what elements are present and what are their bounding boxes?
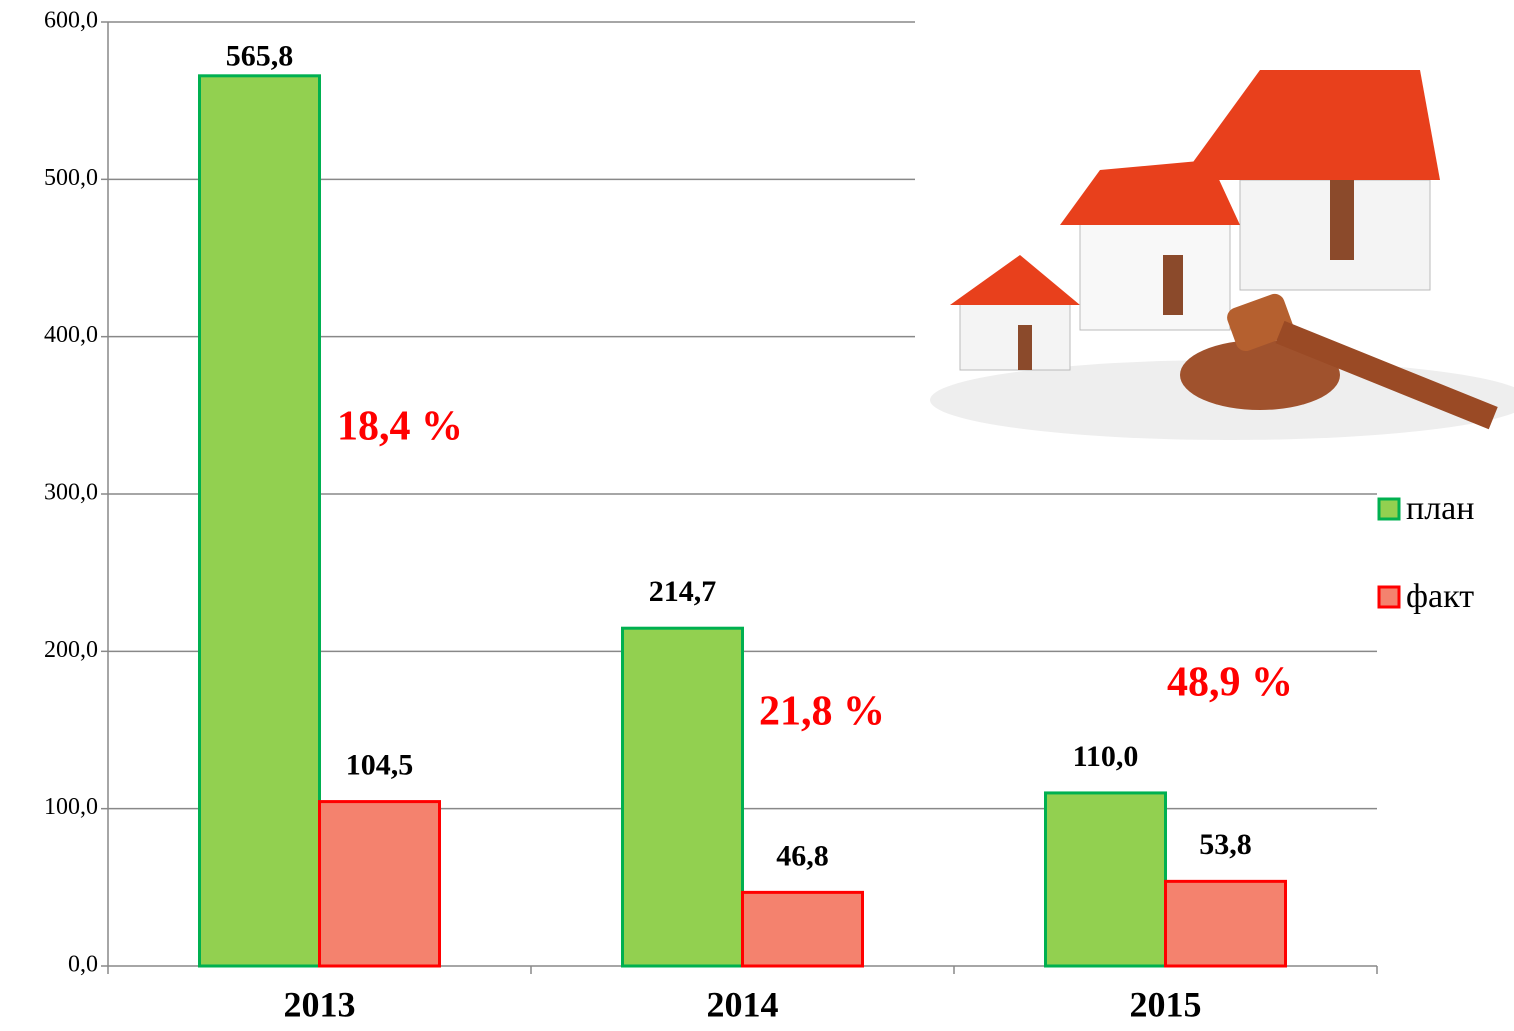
legend-swatch bbox=[1377, 585, 1401, 609]
plot: 0,0 100,0 200,0 300,0 400,0 500,0 600,0 bbox=[44, 8, 1378, 978]
data-label: 110,0 bbox=[1073, 740, 1139, 773]
y-tick-label: 400,0 bbox=[44, 322, 98, 348]
bar bbox=[621, 626, 744, 968]
y-tick-label: 100,0 bbox=[44, 794, 98, 820]
x-tick-label: 2013 bbox=[284, 984, 356, 1024]
data-label: 214,7 bbox=[649, 575, 717, 608]
bar bbox=[318, 800, 441, 968]
data-label: 46,8 bbox=[776, 839, 829, 872]
labels: 2013 565,8 104,5 2014 214,7 46,8 2015 110,0 53,8… bbox=[226, 40, 1475, 1025]
data-label: 104,5 bbox=[346, 748, 414, 781]
y-tick-label: 600,0 bbox=[44, 8, 98, 34]
bar bbox=[1044, 791, 1167, 968]
annotation: 21,8 % bbox=[759, 689, 885, 735]
x-tick-label: 2014 bbox=[707, 984, 779, 1024]
annotation: 18,4 % bbox=[337, 404, 463, 450]
bar bbox=[1164, 879, 1287, 968]
data-label: 565,8 bbox=[226, 40, 294, 73]
data-label: 53,8 bbox=[1199, 828, 1252, 861]
annotation: 48,9 % bbox=[1167, 660, 1293, 706]
legend-swatch bbox=[1377, 497, 1401, 521]
bar bbox=[198, 74, 321, 968]
y-tick-label: 0,0 bbox=[68, 952, 98, 978]
y-tick-label: 200,0 bbox=[44, 637, 98, 663]
houses-picture bbox=[915, 0, 1514, 470]
y-tick-label: 300,0 bbox=[44, 480, 98, 506]
y-tick-label: 500,0 bbox=[44, 165, 98, 191]
legend-label: план bbox=[1406, 490, 1474, 527]
x-tick-label: 2015 bbox=[1130, 984, 1202, 1024]
legend-label: факт bbox=[1406, 578, 1474, 615]
bar bbox=[741, 890, 864, 968]
